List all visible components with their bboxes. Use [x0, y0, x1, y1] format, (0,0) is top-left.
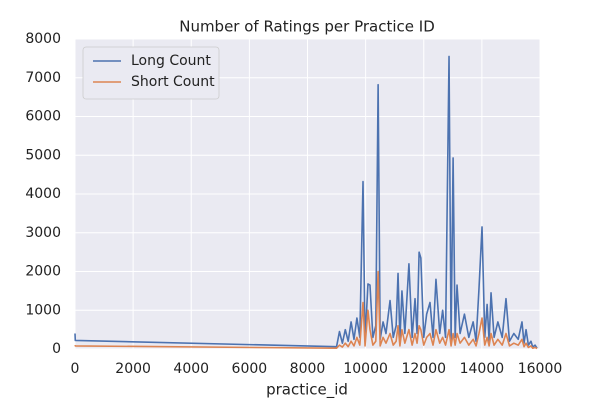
y-tick-label: 2000	[25, 264, 61, 280]
y-tick-label: 4000	[25, 186, 61, 202]
x-tick-label: 6000	[232, 361, 268, 377]
x-tick-label: 8000	[290, 361, 326, 377]
y-tick-label: 6000	[25, 109, 61, 125]
y-tick-label: 0	[52, 341, 61, 357]
y-tick-label: 8000	[25, 31, 61, 47]
y-tick-label: 3000	[25, 225, 61, 241]
x-tick-label: 10000	[343, 361, 388, 377]
x-tick-label: 4000	[173, 361, 209, 377]
x-tick-label: 2000	[115, 361, 151, 377]
y-tick-label: 1000	[25, 302, 61, 318]
y-tick-label: 7000	[25, 70, 61, 86]
x-tick-label: 16000	[518, 361, 563, 377]
chart-title: Number of Ratings per Practice ID	[179, 18, 435, 36]
legend-box	[82, 46, 220, 100]
series-line	[74, 270, 538, 350]
y-tick-label: 5000	[25, 147, 61, 163]
x-tick-label: 14000	[460, 361, 505, 377]
x-tick-label: 0	[71, 361, 80, 377]
legend-label: Short Count	[131, 74, 215, 90]
legend-label: Long Count	[131, 53, 211, 69]
x-axis-label: practice_id	[266, 381, 348, 400]
x-tick-label: 12000	[401, 361, 446, 377]
